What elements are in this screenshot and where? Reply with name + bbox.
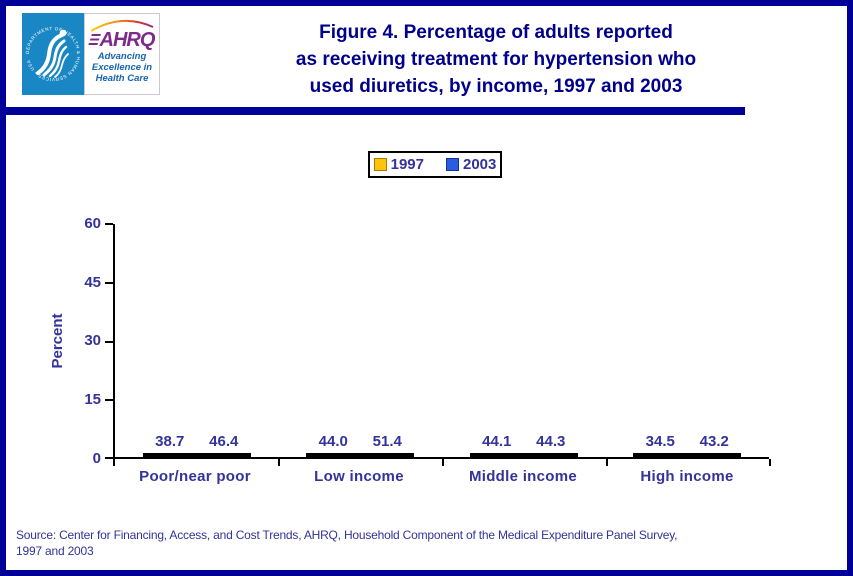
x-tick-mark-5 (769, 459, 771, 466)
y-tick-label-30: 30 (84, 332, 101, 349)
y-tick-mark-15 (105, 399, 113, 401)
y-tick-label-15: 15 (84, 391, 101, 408)
bar-chart-plot-area: Percent 60 45 30 15 0 38.7 46.4 (49, 215, 771, 467)
figure-title: Figure 4. Percentage of adults reported … (216, 19, 776, 100)
title-line-2: as receiving treatment for hypertension … (295, 49, 697, 70)
title-line-1: Figure 4. Percentage of adults reported (319, 22, 673, 43)
y-tick-mark-0 (105, 457, 113, 459)
bar-column: 44.0 (306, 433, 361, 457)
bar-value-label: 34.5 (645, 433, 675, 450)
speed-lines-icon (87, 34, 101, 46)
legend-label-1997: 1997 (390, 156, 424, 173)
y-tick-label-60: 60 (84, 215, 101, 232)
bar-column: 51.4 (360, 433, 415, 457)
bar-value-label: 46.4 (209, 433, 239, 450)
x-tick-mark-1 (113, 459, 115, 466)
bar-group-low-income: 44.0 51.4 (279, 224, 443, 457)
ahrq-logo: AHRQ Advancing Excellence in Health Care (84, 13, 160, 95)
ahrq-word: AHRQ (99, 28, 156, 51)
bar-group-middle-income: 44.1 44.3 (442, 224, 606, 457)
legend-label-2003: 2003 (463, 156, 497, 173)
y-tick-label-45: 45 (84, 274, 101, 291)
bar-group-high-income: 34.5 43.2 (606, 224, 770, 457)
bar-1997-high-income (633, 453, 688, 457)
x-tick-mark-4 (606, 459, 608, 466)
rainbow-arc-icon (90, 19, 154, 32)
eagle-icon (36, 29, 69, 78)
source-note: Source: Center for Financing, Access, an… (16, 527, 836, 559)
header-separator-bar (6, 107, 745, 115)
y-tick-mark-60 (105, 223, 113, 225)
category-label-high-income: High income (640, 468, 734, 485)
bar-2003-high-income (687, 453, 742, 457)
source-line-1: Source: Center for Financing, Access, an… (16, 528, 678, 542)
bar-column: 46.4 (196, 433, 251, 457)
tagline-line: Advancing (97, 51, 147, 62)
bar-1997-middle-income (469, 453, 524, 457)
bar-column: 34.5 (633, 433, 688, 457)
ahrq-wordmark: AHRQ (87, 28, 156, 51)
hhs-seal-icon: DEPARTMENT OF HEALTH & HUMAN SERVICES • … (22, 13, 84, 95)
bar-value-label: 44.3 (536, 433, 566, 450)
legend-item-2003: 2003 (446, 156, 496, 173)
bar-2003-low-income (360, 453, 415, 457)
bar-value-label: 44.0 (318, 433, 348, 450)
y-tick-label-0: 0 (92, 450, 101, 467)
x-tick-mark-3 (442, 459, 444, 466)
title-line-3: used diuretics, by income, 1997 and 2003 (309, 76, 683, 97)
y-tick-mark-30 (105, 341, 113, 343)
bar-value-label: 43.2 (699, 433, 729, 450)
bar-column: 43.2 (687, 433, 742, 457)
bar-value-label: 51.4 (372, 433, 402, 450)
bar-groups: 38.7 46.4 44.0 51.4 (115, 224, 769, 457)
legend-swatch-1997 (373, 158, 387, 171)
bar-1997-low-income (306, 453, 361, 457)
bar-column: 44.3 (523, 433, 578, 457)
tagline-line: Excellence in (91, 61, 153, 73)
x-axis-category-labels: Poor/near poor Low income Middle income … (113, 468, 769, 485)
bar-value-label: 44.1 (482, 433, 512, 450)
category-label-middle-income: Middle income (468, 468, 578, 485)
bar-value-label: 38.7 (155, 433, 185, 450)
bar-group-poor-near-poor: 38.7 46.4 (115, 224, 279, 457)
chart-legend: 1997 2003 (368, 151, 502, 178)
bar-column: 38.7 (142, 433, 197, 457)
category-label-poor-near-poor: Poor/near poor (139, 468, 251, 485)
bar-1997-poor-near-poor (142, 453, 197, 457)
y-tick-mark-45 (105, 282, 113, 284)
bar-column: 44.1 (469, 433, 524, 457)
bar-2003-middle-income (523, 453, 578, 457)
source-line-2: 1997 and 2003 (16, 544, 94, 559)
ahrq-tagline: Advancing Excellence in Health Care (91, 51, 153, 85)
legend-swatch-2003 (446, 158, 459, 171)
tagline-line: Health Care (95, 72, 149, 84)
category-label-low-income: Low income (314, 468, 404, 485)
bar-2003-poor-near-poor (196, 453, 251, 457)
agency-logo: DEPARTMENT OF HEALTH & HUMAN SERVICES • … (22, 13, 160, 95)
x-tick-mark-2 (278, 459, 280, 466)
legend-item-1997: 1997 (373, 156, 424, 173)
